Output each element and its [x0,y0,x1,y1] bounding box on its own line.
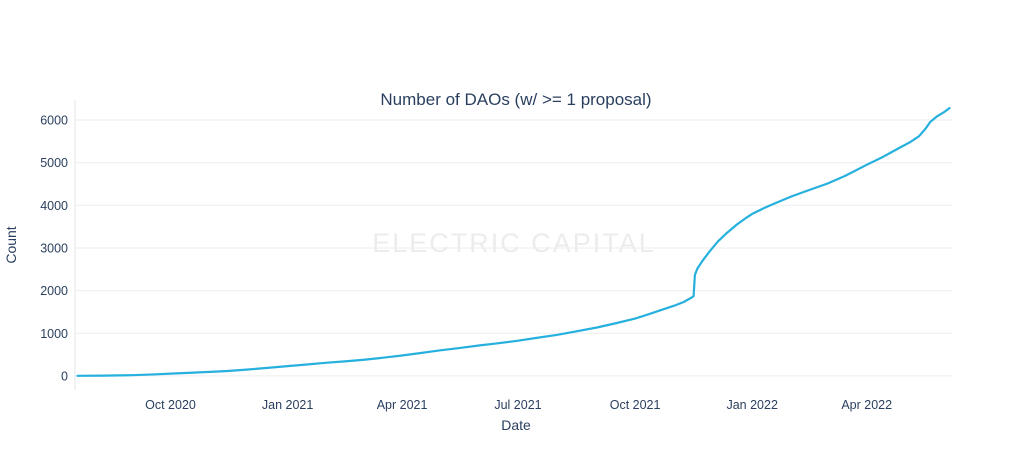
y-tick-label: 2000 [40,284,68,298]
watermark-text: ELECTRIC CAPITAL [372,228,656,258]
series-group [76,107,951,377]
y-tick-label: 5000 [40,156,68,170]
dao-count-line [76,107,951,377]
y-axis-title: Count [3,226,19,263]
x-tick-label: Jan 2021 [262,398,313,412]
y-tick-label: 4000 [40,199,68,213]
x-tick-label: Oct 2020 [145,398,196,412]
chart-title: Number of DAOs (w/ >= 1 proposal) [380,90,651,109]
x-tick-labels: Oct 2020 Jan 2021 Apr 2021 Jul 2021 Oct 2021… [145,398,892,412]
y-tick-labels: 0 1000 2000 3000 4000 5000 6000 [40,114,68,384]
x-tick-label: Apr 2022 [841,398,892,412]
x-tick-label: Jan 2022 [726,398,777,412]
y-tick-label: 0 [61,369,68,383]
x-tick-label: Jul 2021 [494,398,541,412]
gridlines [75,119,952,377]
x-axis-title: Date [501,417,531,433]
x-tick-label: Oct 2021 [610,398,661,412]
y-tick-label: 3000 [40,242,68,256]
y-tick-label: 6000 [40,114,68,128]
x-tick-label: Apr 2021 [377,398,428,412]
y-tick-label: 1000 [40,327,68,341]
